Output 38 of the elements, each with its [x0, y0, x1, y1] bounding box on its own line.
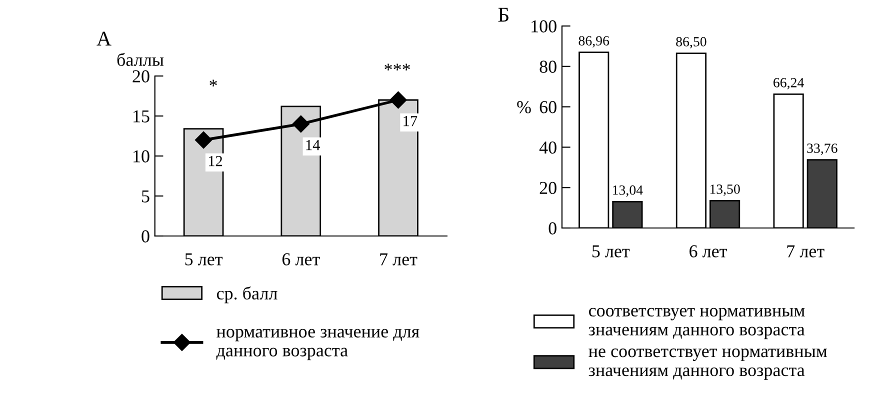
legend-label: нормативное значение для данного возраста — [216, 328, 420, 360]
y-tick-label: 20 — [540, 182, 556, 194]
y-tick-label: 15 — [134, 110, 150, 122]
data-label: 17 — [404, 116, 418, 126]
text: *** — [384, 64, 410, 70]
data-label: 86,50 — [676, 37, 706, 48]
y-axis-title: баллы — [117, 52, 164, 66]
x-tick-label: 6 лет — [690, 245, 727, 258]
point — [292, 115, 310, 133]
data-label: 66,24 — [774, 78, 804, 90]
data-label: 14 — [306, 140, 320, 150]
y-tick-label: 60 — [540, 101, 556, 114]
y-tick-label: 40 — [539, 141, 556, 154]
data-label: 13,04 — [613, 185, 643, 197]
x-tick-label: 7 лет — [380, 253, 418, 266]
y-tick-label: 5 — [142, 190, 150, 202]
x-tick-label: 6 лет — [282, 253, 320, 266]
point — [195, 131, 212, 149]
data-label: 33,76 — [807, 144, 838, 155]
data-label: 12 — [208, 156, 222, 166]
legend-label: не соответствует нормативным значениям данного возраста — [588, 348, 827, 380]
y-tick-label: 80 — [540, 60, 556, 73]
data-label: 86,96 — [578, 36, 610, 48]
annotation: * — [210, 80, 217, 86]
legend-label: ср. балл — [216, 286, 278, 304]
x-tick-label: 5 лет — [185, 253, 223, 266]
chart-title: А — [96, 32, 112, 46]
y-tick-label: 10 — [134, 150, 150, 162]
y-tick-label: 0 — [142, 230, 150, 242]
data-label: 13,50 — [710, 184, 740, 196]
y-tick-label: 20 — [132, 70, 150, 82]
y-tick-label: 0 — [548, 222, 556, 234]
point — [390, 91, 407, 109]
chart-title: Б — [498, 8, 508, 22]
y-axis-title: % — [517, 101, 531, 114]
y-tick-label: 100 — [532, 20, 556, 32]
x-tick-label: 5 лет — [592, 245, 630, 258]
x-tick-label: 7 лет — [787, 245, 824, 258]
